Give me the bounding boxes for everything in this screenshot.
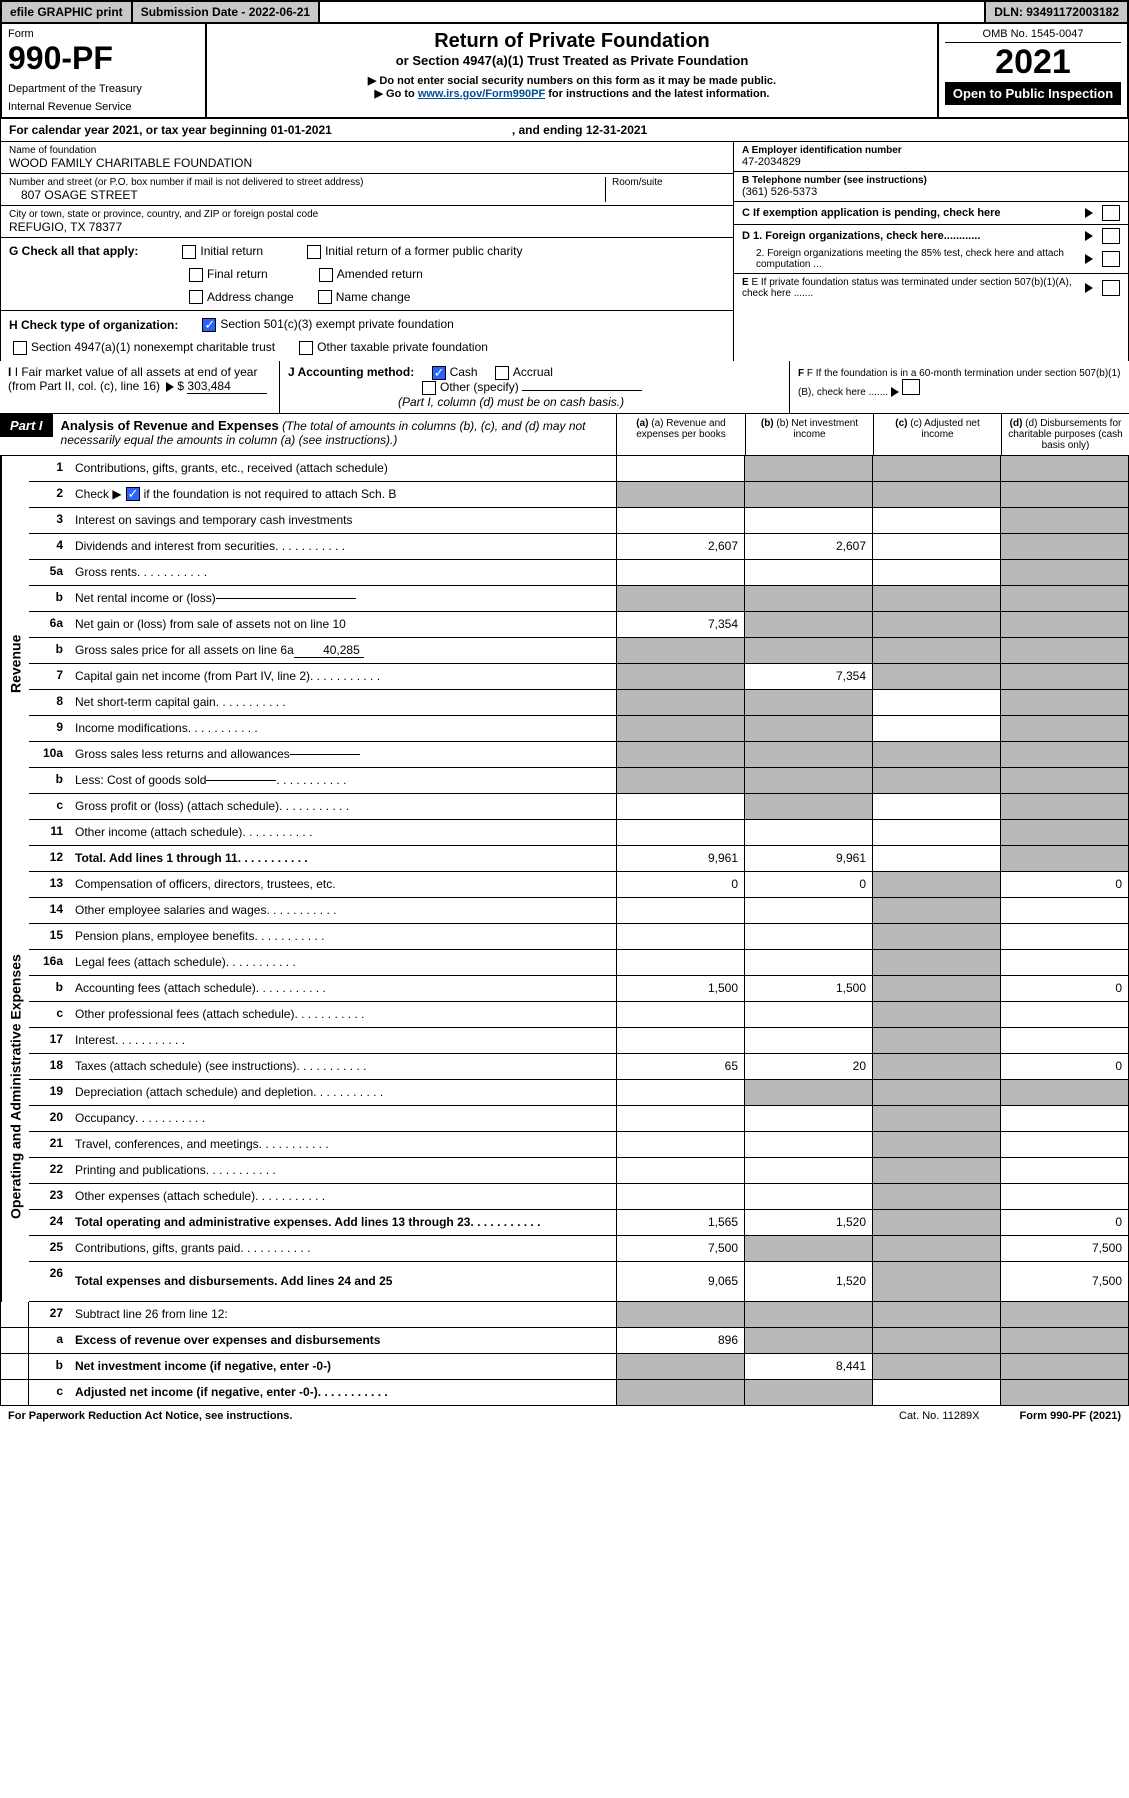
final-return-checkbox[interactable] xyxy=(189,268,203,282)
fmv-value: 303,484 xyxy=(187,379,267,394)
h-check-row: H Check type of organization: Section 50… xyxy=(1,311,733,361)
irs-link[interactable]: www.irs.gov/Form990PF xyxy=(418,88,545,100)
address-cell: Number and street (or P.O. box number if… xyxy=(1,174,733,206)
pra-notice: For Paperwork Reduction Act Notice, see … xyxy=(8,1410,292,1422)
g-check-row: G Check all that apply: Initial return I… xyxy=(1,238,733,311)
tax-year: 2021 xyxy=(945,43,1121,82)
col-a-header: (a) (a) Revenue and expenses per books xyxy=(617,414,745,455)
other-taxable-checkbox[interactable] xyxy=(299,341,313,355)
col-d-header: (d) (d) Disbursements for charitable pur… xyxy=(1001,414,1129,455)
goto-note: ▶ Go to www.irs.gov/Form990PF for instru… xyxy=(217,87,927,100)
ein-cell: A Employer identification number 47-2034… xyxy=(734,142,1128,172)
arrow-icon xyxy=(1085,208,1093,218)
arrow-icon xyxy=(166,382,174,392)
col-c-header: (c) (c) Adjusted net income xyxy=(873,414,1001,455)
foundation-name-cell: Name of foundation WOOD FAMILY CHARITABL… xyxy=(1,142,733,174)
submission-date: Submission Date - 2022-06-21 xyxy=(133,2,320,22)
year-col: OMB No. 1545-0047 2021 Open to Public In… xyxy=(937,24,1127,117)
e-checkbox[interactable] xyxy=(1102,280,1120,296)
other-method-checkbox[interactable] xyxy=(422,381,436,395)
ij-row: I I Fair market value of all assets at e… xyxy=(0,361,1129,414)
part1-title: Analysis of Revenue and Expenses (The to… xyxy=(53,414,616,451)
c-exemption-cell: C If exemption application is pending, c… xyxy=(734,202,1128,225)
city-state-zip: REFUGIO, TX 78377 xyxy=(9,220,725,234)
cash-checkbox[interactable] xyxy=(432,366,446,380)
foundation-name: WOOD FAMILY CHARITABLE FOUNDATION xyxy=(9,156,725,170)
form-title: Return of Private Foundation xyxy=(217,30,927,53)
revenue-side-label: Revenue xyxy=(1,456,29,872)
col-b-header: (b) (b) Net investment income xyxy=(745,414,873,455)
f-checkbox[interactable] xyxy=(902,379,920,395)
d2-checkbox[interactable] xyxy=(1102,251,1120,267)
arrow-icon xyxy=(1085,283,1093,293)
sch-b-checkbox[interactable] xyxy=(126,487,140,501)
ssn-note: ▶ Do not enter social security numbers o… xyxy=(217,74,927,87)
part1-col-headers: (a) (a) Revenue and expenses per books (… xyxy=(616,414,1129,455)
501c3-checkbox[interactable] xyxy=(202,318,216,332)
open-public: Open to Public Inspection xyxy=(945,82,1121,105)
name-change-checkbox[interactable] xyxy=(318,290,332,304)
entity-info: Name of foundation WOOD FAMILY CHARITABL… xyxy=(0,142,1129,361)
amended-return-checkbox[interactable] xyxy=(319,268,333,282)
form-subtitle: or Section 4947(a)(1) Trust Treated as P… xyxy=(217,53,927,68)
form-header: Form 990-PF Department of the Treasury I… xyxy=(0,24,1129,119)
address-change-checkbox[interactable] xyxy=(189,290,203,304)
part1-tag: Part I xyxy=(0,414,53,437)
arrow-icon xyxy=(1085,254,1093,264)
form-number: 990-PF xyxy=(8,40,199,77)
top-bar: efile GRAPHIC print Submission Date - 20… xyxy=(0,0,1129,24)
phone-cell: B Telephone number (see instructions) (3… xyxy=(734,172,1128,202)
part1-header: Part I Analysis of Revenue and Expenses … xyxy=(0,414,1129,456)
part1-table: Revenue 1Contributions, gifts, grants, e… xyxy=(0,456,1129,1406)
form-label: Form xyxy=(8,28,199,40)
accrual-checkbox[interactable] xyxy=(495,366,509,380)
initial-return-checkbox[interactable] xyxy=(182,245,196,259)
form-id-col: Form 990-PF Department of the Treasury I… xyxy=(2,24,207,117)
gross-sales-value: 40,285 xyxy=(294,643,364,658)
d1-checkbox[interactable] xyxy=(1102,228,1120,244)
e-terminated-cell: E E If private foundation status was ter… xyxy=(734,274,1128,302)
calendar-year-row: For calendar year 2021, or tax year begi… xyxy=(0,119,1129,142)
street-address: 807 OSAGE STREET xyxy=(9,188,605,202)
arrow-icon xyxy=(891,387,899,397)
cat-no: Cat. No. 11289X xyxy=(899,1410,980,1422)
dln: DLN: 93491172003182 xyxy=(984,2,1127,22)
d-foreign-cell: D 1. Foreign organizations, check here..… xyxy=(734,225,1128,274)
f-termination-cell: F F If the foundation is in a 60-month t… xyxy=(789,361,1129,413)
page-footer: For Paperwork Reduction Act Notice, see … xyxy=(0,1406,1129,1426)
city-cell: City or town, state or province, country… xyxy=(1,206,733,238)
form-ref: Form 990-PF (2021) xyxy=(1020,1410,1121,1422)
4947a1-checkbox[interactable] xyxy=(13,341,27,355)
title-col: Return of Private Foundation or Section … xyxy=(207,24,937,117)
c-checkbox[interactable] xyxy=(1102,205,1120,221)
initial-former-checkbox[interactable] xyxy=(307,245,321,259)
expenses-side-label: Operating and Administrative Expenses xyxy=(1,872,29,1302)
ein-value: 47-2034829 xyxy=(742,156,1120,168)
phone-value: (361) 526-5373 xyxy=(742,186,1120,198)
arrow-icon xyxy=(1085,231,1093,241)
omb-number: OMB No. 1545-0047 xyxy=(945,28,1121,43)
efile-label: efile GRAPHIC print xyxy=(2,2,133,22)
irs-label: Internal Revenue Service xyxy=(8,101,199,113)
dept-treasury: Department of the Treasury xyxy=(8,83,199,95)
